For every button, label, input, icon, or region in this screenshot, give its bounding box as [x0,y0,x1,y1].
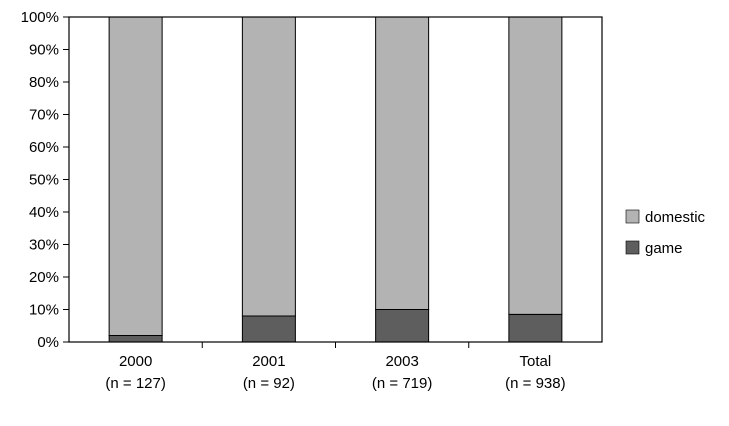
bar-domestic-total [508,16,563,315]
bar-game-total [508,313,563,343]
x-category-sublabel: (n = 92) [243,375,295,392]
bar-domestic-2003 [375,16,430,310]
x-category-label: Total [520,353,552,370]
bar-game-2003 [375,309,430,343]
bar-game-2000 [108,335,163,343]
legend: domestic game [625,209,706,257]
y-tick-label: 20% [29,269,59,286]
y-tick-label: 90% [29,42,59,59]
bars-group [108,16,563,348]
x-category-label: 2000 [119,353,152,370]
x-category-sublabel: (n = 719) [372,375,432,392]
x-category-sublabel: (n = 938) [505,375,565,392]
legend-swatch-game [625,240,640,255]
y-axis-ticks: 0% 10% 20% 30% 40% 50% 60% 70% 80% 90% 100% [21,9,69,351]
y-tick-label: 30% [29,237,59,254]
bar-game-2001 [241,315,296,343]
x-axis-labels: 2000 (n = 127) 2001 (n = 92) 2003 (n = 719) To… [105,353,565,392]
y-tick-label: 40% [29,204,59,221]
y-tick-label: 50% [29,172,59,189]
x-category-sublabel: (n = 127) [105,375,165,392]
x-category-label: 2003 [385,353,418,370]
y-tick-label: 10% [29,302,59,319]
bar-domestic-2001 [241,16,296,317]
legend-label-game: game [645,240,683,257]
y-tick-label: 100% [21,9,59,26]
legend-swatch-domestic [625,209,640,224]
y-tick-label: 70% [29,107,59,124]
legend-label-domestic: domestic [645,209,706,226]
y-tick-label: 80% [29,74,59,91]
bar-domestic-2000 [108,16,163,336]
x-category-label: 2001 [252,353,285,370]
y-tick-label: 0% [37,334,59,351]
y-tick-label: 60% [29,139,59,156]
